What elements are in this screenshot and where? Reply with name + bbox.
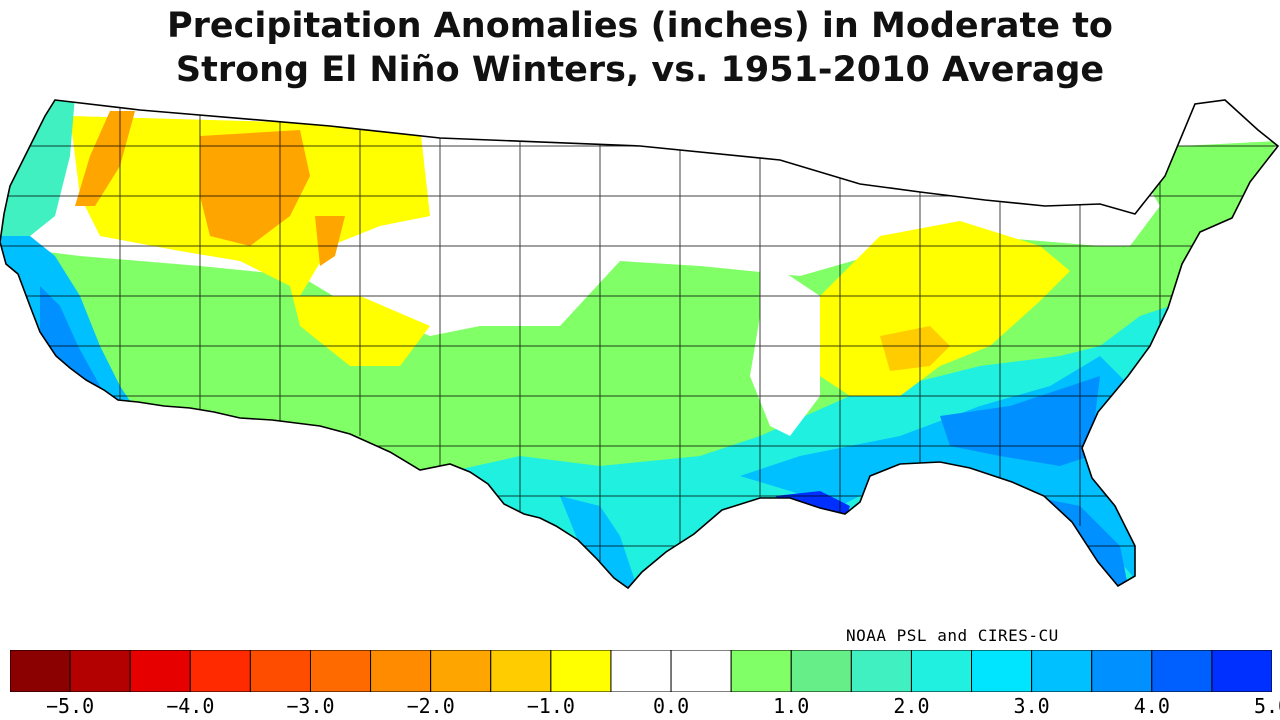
legend-swatch xyxy=(1211,650,1272,692)
legend-swatch xyxy=(1031,650,1093,692)
legend-swatch xyxy=(550,650,612,692)
legend-swatch xyxy=(1091,650,1153,692)
map-title: Precipitation Anomalies (inches) in Mode… xyxy=(0,4,1280,92)
credit-label: NOAA PSL and CIRES-CU xyxy=(846,626,1059,645)
legend-swatch xyxy=(430,650,492,692)
map-title-line1: Precipitation Anomalies (inches) in Mode… xyxy=(167,6,1113,46)
legend-tick-label: 2.0 xyxy=(893,694,930,718)
legend-swatch xyxy=(309,650,372,692)
legend-tick-label: 0.0 xyxy=(652,694,690,718)
map-title-line2: Strong El Niño Winters, vs. 1951-2010 Av… xyxy=(175,50,1105,90)
legend-swatch xyxy=(10,650,71,692)
legend-swatch xyxy=(610,650,672,692)
legend-swatch xyxy=(1151,650,1213,692)
legend-swatch xyxy=(370,650,432,692)
legend-tick-label: −5.0 xyxy=(46,694,95,718)
legend-swatch xyxy=(730,650,792,692)
legend-swatch xyxy=(69,650,131,692)
legend-tick-label: 1.0 xyxy=(773,694,810,718)
legend-tick-label: −4.0 xyxy=(166,694,215,718)
legend-tick-labels: −5.0 −4.0 −3.0 −2.0 −1.0 0.0 1.0 2.0 3.0 4.0 5.0 xyxy=(0,694,1280,720)
legend-tick-label: −2.0 xyxy=(406,694,455,718)
legend-tick-label: −1.0 xyxy=(526,694,575,718)
us-precip-anomaly-map xyxy=(0,96,1280,626)
legend-swatch xyxy=(910,650,973,692)
legend-swatch xyxy=(790,650,852,692)
legend-tick-label: 4.0 xyxy=(1133,694,1170,718)
legend-swatch xyxy=(249,650,311,692)
legend-swatch xyxy=(490,650,552,692)
legend-swatch xyxy=(850,650,912,692)
legend-swatch xyxy=(971,650,1033,692)
legend-colorbar xyxy=(10,650,1272,692)
legend-tick-label: −3.0 xyxy=(286,694,335,718)
legend-swatch xyxy=(129,650,191,692)
legend-tick-label: 5.0 xyxy=(1253,694,1280,718)
legend-swatch xyxy=(189,650,251,692)
map-svg xyxy=(0,99,1279,589)
legend-swatch xyxy=(670,650,732,692)
legend-tick-label: 3.0 xyxy=(1013,694,1050,718)
